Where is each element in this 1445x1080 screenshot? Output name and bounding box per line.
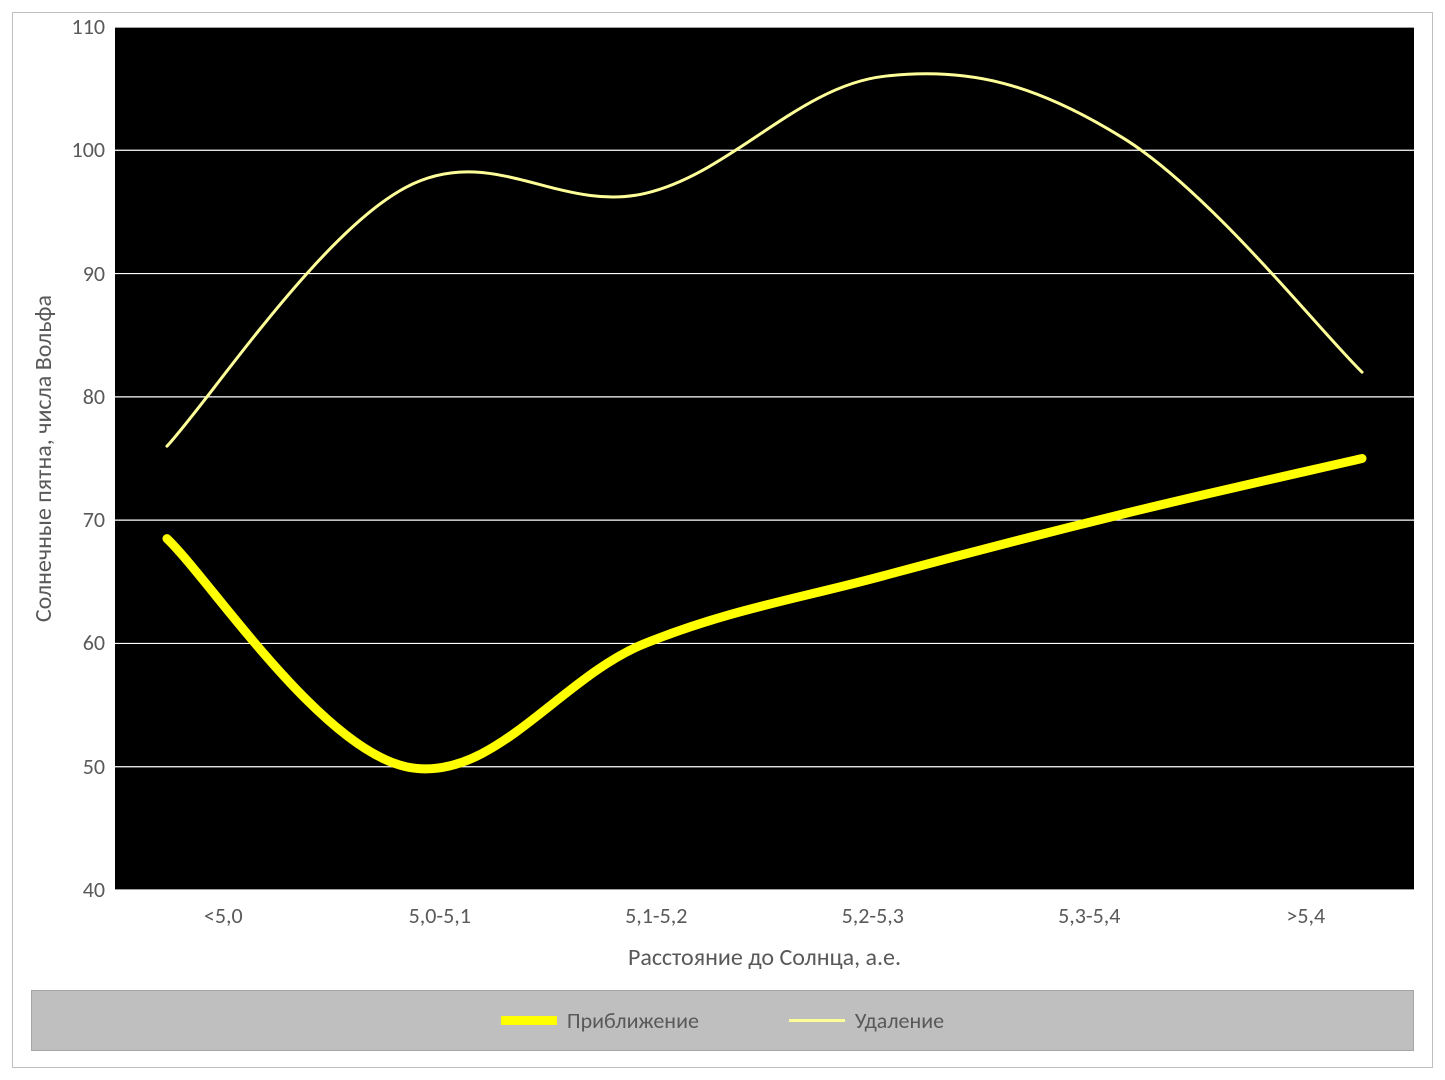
legend-label: Удаление xyxy=(855,1007,944,1034)
y-tick-label: 90 xyxy=(83,263,105,285)
x-tick-label: 5,2-5,3 xyxy=(765,902,982,929)
y-tick-label: 40 xyxy=(83,879,105,901)
y-tick-label: 70 xyxy=(83,509,105,531)
y-tick-label: 100 xyxy=(72,139,105,161)
plot-area xyxy=(115,27,1414,890)
x-tick-label: 5,1-5,2 xyxy=(548,902,765,929)
y-axis-ticks: 110100908070605040 xyxy=(62,27,115,890)
legend-label: Приближение xyxy=(567,1007,699,1034)
chart-container: Солнечные пятна, числа Вольфа 110 100 90 80… xyxy=(0,0,1445,1080)
x-tick-label: 5,0-5,1 xyxy=(332,902,549,929)
legend-item: Приближение xyxy=(501,1007,699,1034)
legend-item: Удаление xyxy=(789,1007,944,1034)
y-axis-label: Солнечные пятна, числа Вольфа xyxy=(25,295,62,622)
x-axis-ticks: <5,05,0-5,15,1-5,25,2-5,35,3-5,4>5,4 xyxy=(115,890,1432,929)
legend: Приближение Удаление xyxy=(31,990,1414,1051)
plot-row: Солнечные пятна, числа Вольфа 110 100 90 80… xyxy=(13,13,1432,890)
y-tick-label: 60 xyxy=(83,632,105,654)
legend-line-sample xyxy=(501,1016,557,1025)
x-axis-label-wrap: Расстояние до Солнца, а.е. xyxy=(13,929,1432,990)
legend-line-sample xyxy=(789,1019,845,1022)
plot-svg xyxy=(115,27,1414,890)
x-axis-label: Расстояние до Солнца, а.е. xyxy=(628,943,901,972)
x-ticks-row: <5,05,0-5,15,1-5,25,2-5,35,3-5,4>5,4 xyxy=(13,890,1432,929)
y-tick-label: 110 xyxy=(72,16,105,38)
y-tick-label: 80 xyxy=(83,386,105,408)
chart-border: Солнечные пятна, числа Вольфа 110 100 90 80… xyxy=(12,12,1433,1068)
y-tick-label: 50 xyxy=(83,756,105,778)
plot-background xyxy=(115,27,1414,890)
x-tick-label: 5,3-5,4 xyxy=(981,902,1198,929)
x-tick-label: <5,0 xyxy=(115,902,332,929)
x-tick-label: >5,4 xyxy=(1198,902,1415,929)
